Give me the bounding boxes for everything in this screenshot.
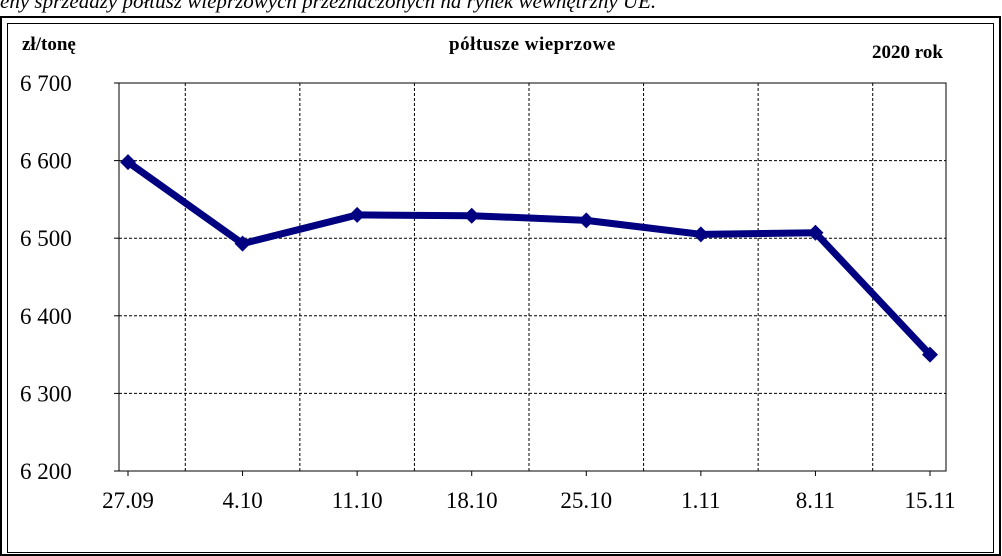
line-chart: 6 200 6 300 6 400 6 500 6 600 6 700 27.09 4.10…: [20, 71, 955, 513]
y-tick-label: 6 300: [20, 381, 72, 406]
x-tick-label: 15.11: [905, 488, 956, 513]
data-point-marker: [922, 346, 938, 363]
data-point-marker: [349, 206, 366, 223]
series-markers: [120, 154, 938, 363]
series-line: [124, 158, 934, 359]
grid-lines: [119, 82, 946, 472]
data-point-marker: [463, 207, 480, 224]
chart-title: półtusze wieprzowe: [449, 34, 616, 55]
x-axis-ticks: 27.09 4.10 11.10 18.10 25.10 1.11 8.11 15.11: [102, 471, 955, 513]
x-tick-label: 18.10: [446, 488, 498, 513]
x-tick-label: 11.10: [332, 488, 383, 513]
data-point-marker: [807, 224, 824, 241]
x-tick-label: 4.10: [222, 488, 262, 513]
x-tick-label: 1.11: [681, 488, 720, 513]
y-tick-label: 6 500: [20, 226, 72, 251]
y-unit-label: zł/tonę: [22, 34, 76, 55]
x-tick-label: 25.10: [560, 488, 612, 513]
year-label: 2020 rok: [872, 42, 943, 63]
y-tick-label: 6 700: [20, 71, 72, 96]
data-point-marker: [120, 154, 136, 171]
plot-area-border: [118, 82, 947, 472]
x-tick-label: 8.11: [796, 488, 835, 513]
data-point-marker: [692, 226, 709, 243]
y-axis-ticks: 6 200 6 300 6 400 6 500 6 600 6 700: [20, 71, 119, 484]
y-tick-label: 6 400: [20, 304, 72, 329]
data-point-marker: [578, 212, 595, 229]
figure-caption: eny sprzedaży półtusz wieprzowych przezn…: [0, 0, 657, 13]
y-tick-label: 6 200: [20, 459, 72, 484]
data-point-marker: [234, 235, 251, 252]
x-tick-label: 27.09: [102, 488, 154, 513]
y-tick-label: 6 600: [20, 149, 72, 174]
